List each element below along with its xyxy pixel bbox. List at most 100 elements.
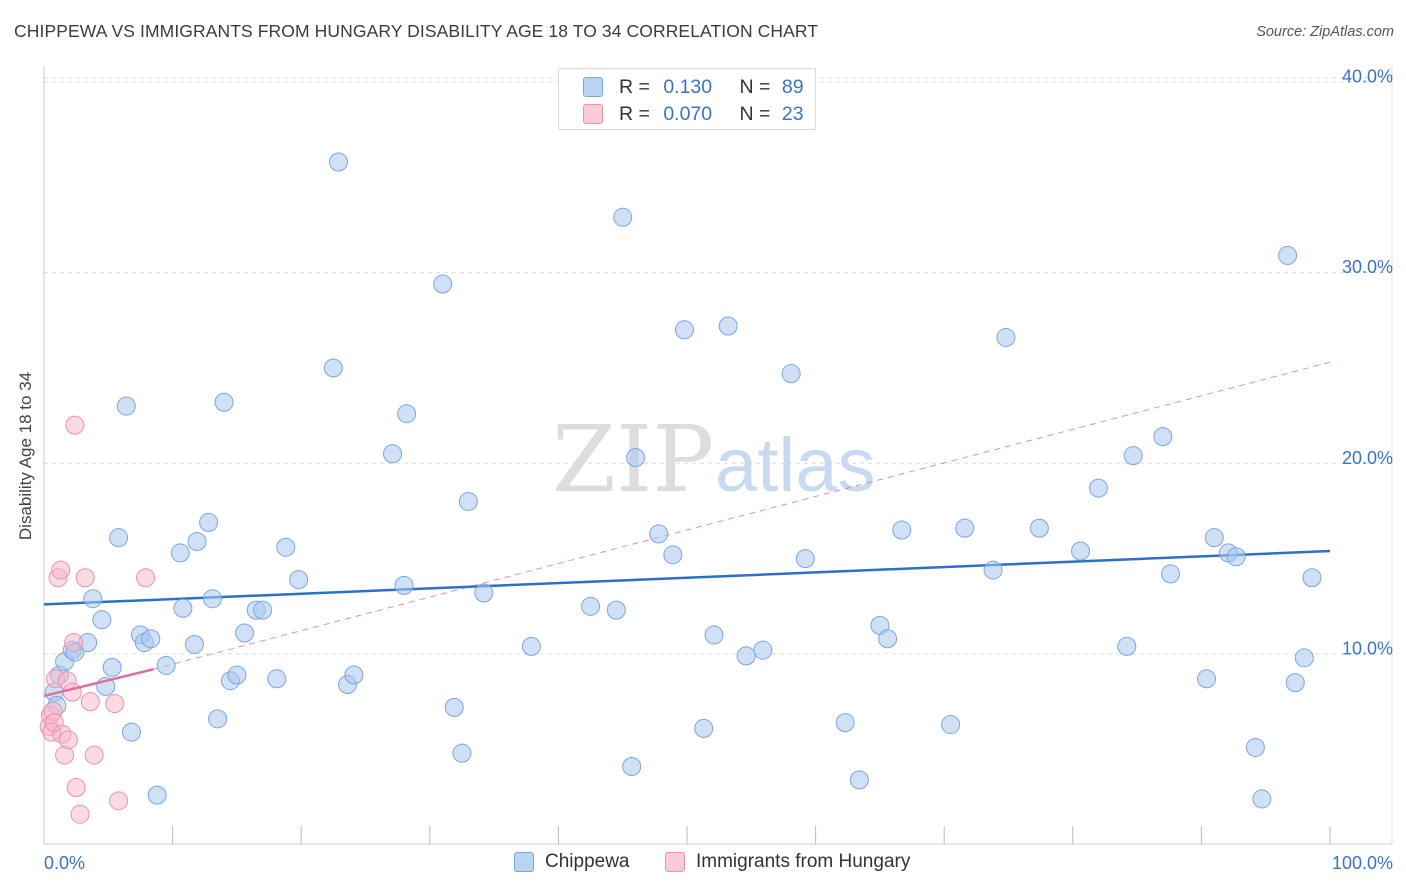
chippewa-point (83, 589, 103, 609)
bottom-legend-chippewa: Chippewa (514, 851, 630, 873)
hungary-point (105, 694, 125, 714)
hungary-swatch (665, 852, 685, 872)
hungary-point (84, 745, 104, 765)
chippewa-point (941, 715, 961, 735)
chippewa-point (199, 512, 219, 532)
chippewa-point (1161, 564, 1181, 584)
bottom-legend-hungary: Immigrants from Hungary (665, 851, 910, 873)
chippewa-point (433, 274, 453, 294)
hungary-point (66, 777, 86, 797)
chippewa-trend-line (43, 549, 1331, 606)
hungary-trend-dashed (153, 361, 1331, 670)
hungary-point (58, 730, 78, 750)
legend-row-chippewa: R = 0.130 N = 89 (583, 75, 804, 99)
chippewa-point (202, 589, 222, 609)
chippewa-point (383, 444, 403, 464)
watermark: ZIP atlas (552, 406, 876, 513)
chippewa-point (1285, 673, 1305, 693)
hungary-point (64, 633, 84, 653)
legend-row-hungary: R = 0.070 N = 23 (583, 102, 804, 126)
correlation-legend: R = 0.130 N = 89 R = 0.070 N = 23 (558, 68, 816, 130)
chippewa-point (878, 629, 898, 649)
chippewa-point (235, 623, 255, 643)
chippewa-point (996, 327, 1016, 347)
chippewa-point (835, 713, 855, 733)
chippewa-point (92, 610, 112, 630)
legend-r-label: R = (619, 102, 650, 125)
hungary-point (75, 568, 95, 588)
chippewa-point (214, 392, 234, 412)
chippewa-point (694, 718, 714, 738)
chippewa-point (452, 743, 472, 763)
y-tick-label: 10.0% (1342, 639, 1393, 659)
chippewa-point (955, 518, 975, 538)
hungary-point (70, 804, 90, 824)
chart-title: CHIPPEWA VS IMMIGRANTS FROM HUNGARY DISA… (14, 21, 819, 41)
chippewa-point (649, 524, 669, 544)
chippewa-point (170, 543, 190, 563)
chippewa-point (474, 583, 494, 603)
chippewa-point (704, 625, 724, 645)
y-tick-label: 20.0% (1342, 448, 1393, 468)
chippewa-point (187, 531, 207, 551)
tick-labels: 10.0% 20.0% 30.0% 40.0% 0.0% 100.0% (44, 66, 1393, 873)
hungary-swatch (583, 104, 603, 124)
chippewa-point (521, 636, 541, 656)
x-tick-label: 0.0% (44, 853, 85, 873)
chippewa-point (147, 785, 167, 805)
legend-n-label: N = (739, 75, 771, 98)
chippewa-point (184, 634, 204, 654)
chippewa-points (44, 152, 1322, 809)
hungary-points (39, 415, 156, 824)
chippewa-point (718, 316, 738, 336)
bottom-legend-label: Immigrants from Hungary (696, 851, 911, 872)
y-axis-label: Disability Age 18 to 34 (16, 371, 35, 541)
chippewa-point (227, 665, 247, 685)
x-tick-label: 100.0% (1332, 853, 1393, 873)
bottom-legend-label: Chippewa (545, 851, 630, 872)
chippewa-point (1089, 478, 1109, 498)
chippewa-point (1204, 528, 1224, 548)
legend-n-label: N = (739, 102, 771, 125)
chippewa-point (1117, 636, 1137, 656)
chippewa-swatch (514, 852, 534, 872)
chippewa-point (289, 570, 309, 590)
legend-r-value: 0.070 (663, 102, 713, 125)
trend-lines (43, 361, 1331, 670)
chippewa-point (613, 207, 633, 227)
chippewa-point (253, 600, 273, 620)
chippewa-point (208, 709, 228, 729)
chippewa-point (323, 358, 343, 378)
chippewa-point (344, 665, 364, 685)
chippewa-point (173, 598, 193, 618)
chippewa-point (1153, 427, 1173, 447)
chippewa-point (1123, 446, 1143, 466)
chippewa-point (781, 364, 801, 384)
chippewa-point (458, 491, 478, 511)
chippewa-point (394, 575, 414, 595)
legend-r-value: 0.130 (663, 75, 713, 98)
chippewa-point (849, 770, 869, 790)
chippewa-point (983, 560, 1003, 580)
y-tick-label: 40.0% (1342, 66, 1393, 86)
chippewa-point (1197, 669, 1217, 689)
chippewa-point (1245, 737, 1265, 757)
hungary-point (80, 692, 100, 712)
chippewa-point (1278, 245, 1298, 265)
hungary-point (136, 568, 156, 588)
chippewa-point (663, 545, 683, 565)
chippewa-point (156, 655, 176, 675)
chippewa-point (109, 528, 129, 548)
chippewa-point (753, 640, 773, 660)
y-tick-label: 30.0% (1342, 257, 1393, 277)
chippewa-point (892, 520, 912, 540)
chippewa-point (397, 404, 417, 424)
legend-r-label: R = (619, 75, 650, 98)
chippewa-point (1226, 547, 1246, 567)
chippewa-point (674, 320, 694, 340)
chippewa-point (1294, 648, 1314, 668)
chippewa-point (116, 396, 136, 416)
chippewa-point (1302, 568, 1322, 588)
chippewa-point (1029, 518, 1049, 538)
